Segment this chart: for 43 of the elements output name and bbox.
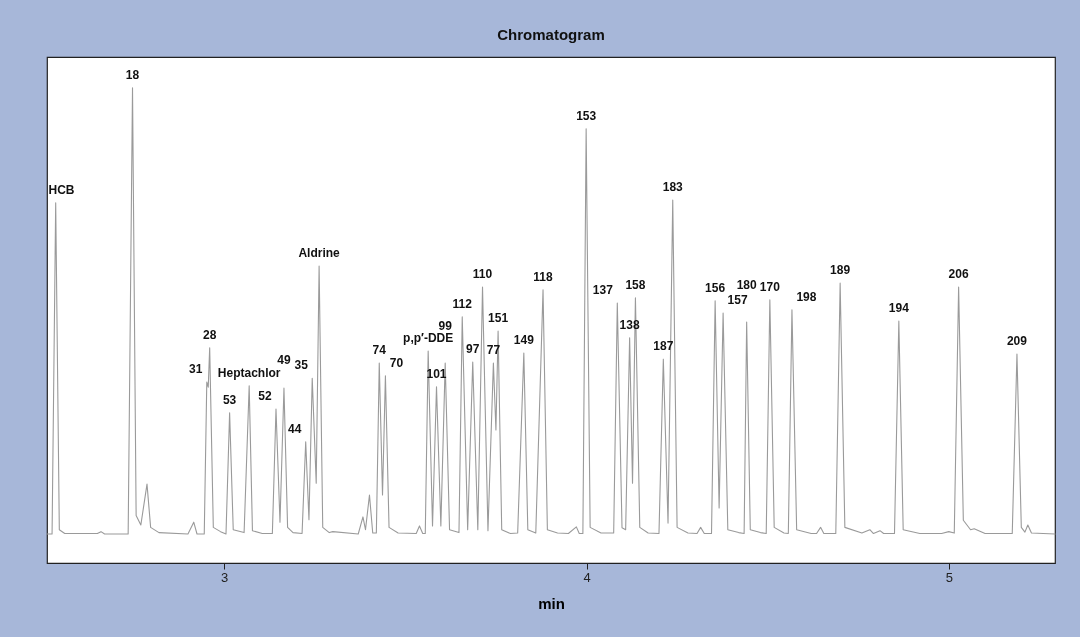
annotation: 157 bbox=[727, 293, 748, 308]
annotation: 28 bbox=[203, 327, 217, 342]
annotation: 194 bbox=[888, 301, 910, 316]
annotation: 74 bbox=[372, 342, 387, 357]
annotation: 35 bbox=[294, 358, 309, 373]
annotation: 53 bbox=[222, 392, 237, 407]
annotation: 52 bbox=[258, 389, 272, 404]
annotation: 156 bbox=[705, 280, 726, 295]
annotation: 97 bbox=[466, 342, 480, 357]
annotation: 189 bbox=[830, 263, 851, 278]
annotation: 138 bbox=[619, 317, 640, 332]
annotation: 112 bbox=[452, 296, 473, 311]
annotation: Heptachlor bbox=[217, 365, 281, 380]
annotation: HCB bbox=[48, 182, 75, 197]
annotation: 137 bbox=[592, 283, 614, 298]
annotation: 77 bbox=[486, 342, 501, 357]
annotation: 118 bbox=[533, 269, 554, 284]
annotation: 153 bbox=[576, 108, 597, 123]
annotation: 18 bbox=[125, 67, 140, 82]
annotation: 158 bbox=[625, 277, 646, 292]
annotation: 110 bbox=[472, 266, 493, 281]
x-axis-title: min bbox=[538, 594, 565, 612]
annotation: 149 bbox=[513, 333, 535, 347]
x-tick-label: 3 bbox=[221, 569, 229, 585]
annotation: 99 bbox=[438, 318, 453, 333]
annotation: 180 bbox=[736, 278, 757, 293]
annotation: 206 bbox=[948, 266, 969, 281]
annotation: 209 bbox=[1006, 333, 1028, 348]
x-tick-label: 5 bbox=[945, 569, 953, 585]
annotation: 31 bbox=[189, 361, 203, 376]
annotation: 44 bbox=[288, 421, 302, 436]
x-tick-label: 4 bbox=[583, 569, 591, 585]
annotation: 170 bbox=[759, 279, 781, 294]
annotation: 183 bbox=[662, 180, 684, 195]
annotation: 49 bbox=[277, 353, 291, 368]
annotation: 101 bbox=[426, 366, 447, 381]
annotation: 70 bbox=[389, 355, 404, 370]
chart-title: Chromatogram bbox=[497, 26, 605, 43]
annotation: Aldrine bbox=[298, 246, 341, 261]
annotation: p,p′-DDE bbox=[403, 331, 454, 346]
annotation: 151 bbox=[488, 311, 509, 326]
annotation: 187 bbox=[653, 339, 674, 354]
annotation: 198 bbox=[796, 289, 817, 304]
